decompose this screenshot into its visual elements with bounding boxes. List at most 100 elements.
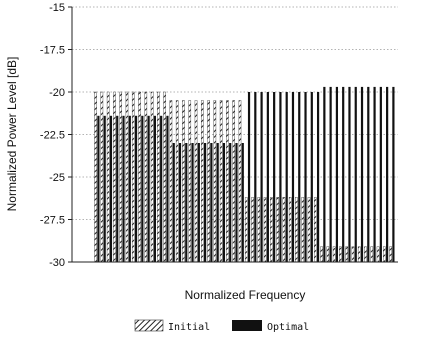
bar-optimal xyxy=(197,143,200,262)
bar-optimal xyxy=(172,143,175,262)
bar-initial xyxy=(251,197,254,263)
bar-optimal xyxy=(360,86,364,263)
bar-optimal xyxy=(97,115,100,262)
bar-optimal xyxy=(279,92,282,262)
bar-initial xyxy=(276,197,279,263)
legend-swatch-optimal xyxy=(232,320,262,331)
y-tick-label: -22.5 xyxy=(40,130,65,142)
bar-initial xyxy=(376,246,380,263)
bar-initial xyxy=(113,91,116,263)
bar-optimal xyxy=(392,86,395,263)
bar-optimal xyxy=(185,143,188,262)
bar-initial xyxy=(326,246,330,263)
bar-optimal xyxy=(260,92,263,262)
bar-optimal xyxy=(241,143,244,262)
bar-optimal xyxy=(178,143,182,262)
bar-initial xyxy=(389,246,392,263)
bar-initial xyxy=(226,100,229,263)
bar-initial xyxy=(383,246,386,263)
bar-initial xyxy=(232,100,235,263)
bar-optimal xyxy=(379,86,382,263)
y-tick-label: -17.5 xyxy=(40,45,65,57)
bar-optimal xyxy=(103,115,106,262)
y-ticks: -15 -17.5 -20 -22.5 -25 -27.5 -30 xyxy=(40,2,72,269)
bar-optimal xyxy=(153,115,156,262)
bar-initial xyxy=(207,100,210,263)
bar-initial xyxy=(125,91,129,263)
bar-optimal xyxy=(128,115,131,262)
bar-initial xyxy=(213,100,217,263)
bar-initial xyxy=(182,100,185,263)
bar-initial xyxy=(188,100,192,263)
bar-optimal xyxy=(323,86,326,263)
bar-optimal xyxy=(247,92,251,262)
legend-swatch-initial xyxy=(134,319,164,332)
bar-optimal xyxy=(216,143,219,262)
bar-optimal xyxy=(122,115,125,262)
bar-initial xyxy=(295,197,298,263)
bar-initial xyxy=(364,246,367,263)
y-tick-label: -30 xyxy=(49,257,65,269)
bar-optimal xyxy=(134,115,138,262)
bars xyxy=(94,86,395,263)
bar-initial xyxy=(138,91,141,263)
bar-initial xyxy=(288,197,292,263)
bar-optimal xyxy=(342,86,345,263)
bar-optimal xyxy=(191,143,194,262)
bar-initial xyxy=(345,246,348,263)
bar-optimal xyxy=(291,92,295,262)
bar-optimal xyxy=(367,86,370,263)
bar-initial xyxy=(301,197,305,263)
bar-optimal xyxy=(273,92,276,262)
bar-initial xyxy=(270,197,273,263)
y-tick-label: -27.5 xyxy=(40,215,65,227)
bar-optimal xyxy=(304,92,307,262)
bar-optimal xyxy=(348,86,351,263)
bar-initial xyxy=(131,91,135,263)
bar-initial xyxy=(307,197,311,263)
bar-initial xyxy=(219,100,223,263)
bar-initial xyxy=(244,197,248,263)
bar-initial xyxy=(370,246,374,263)
bar-initial xyxy=(257,197,261,263)
legend-label-initial: Initial xyxy=(168,322,210,333)
bar-optimal xyxy=(335,86,339,263)
bar-optimal xyxy=(329,86,332,263)
bar-optimal xyxy=(141,115,144,262)
y-tick-label: -25 xyxy=(49,172,65,184)
y-axis-label: Normalized Power Level [dB] xyxy=(5,57,19,212)
bar-optimal xyxy=(254,92,257,262)
bar-initial xyxy=(320,246,323,263)
bar-initial xyxy=(282,197,286,263)
bar-optimal xyxy=(298,92,301,262)
bar-optimal xyxy=(285,92,288,262)
bar-initial xyxy=(332,246,336,263)
bar-optimal xyxy=(160,115,163,262)
bar-initial xyxy=(144,91,148,263)
bar-optimal xyxy=(210,143,213,262)
bar-optimal xyxy=(166,115,169,262)
bar-initial xyxy=(94,91,97,263)
bar-optimal xyxy=(386,86,389,263)
legend: Initial Optimal xyxy=(134,319,309,333)
bar-initial xyxy=(351,246,355,263)
bar-initial xyxy=(339,246,342,263)
bar-initial xyxy=(163,91,166,263)
bar-initial xyxy=(194,100,198,263)
bar-initial xyxy=(100,91,104,263)
bar-optimal xyxy=(147,115,150,262)
bar-optimal xyxy=(229,143,232,262)
bar-optimal xyxy=(235,143,238,262)
legend-label-optimal: Optimal xyxy=(267,322,309,333)
bar-optimal xyxy=(109,115,113,262)
bar-initial xyxy=(201,100,204,263)
bar-optimal xyxy=(373,86,376,263)
bar-optimal xyxy=(316,92,320,262)
bar-optimal xyxy=(116,115,119,262)
y-tick-label: -15 xyxy=(49,2,65,14)
bar-initial xyxy=(175,100,179,263)
y-tick-label: -20 xyxy=(49,87,65,99)
bar-initial xyxy=(238,100,242,263)
bar-optimal xyxy=(222,143,226,262)
